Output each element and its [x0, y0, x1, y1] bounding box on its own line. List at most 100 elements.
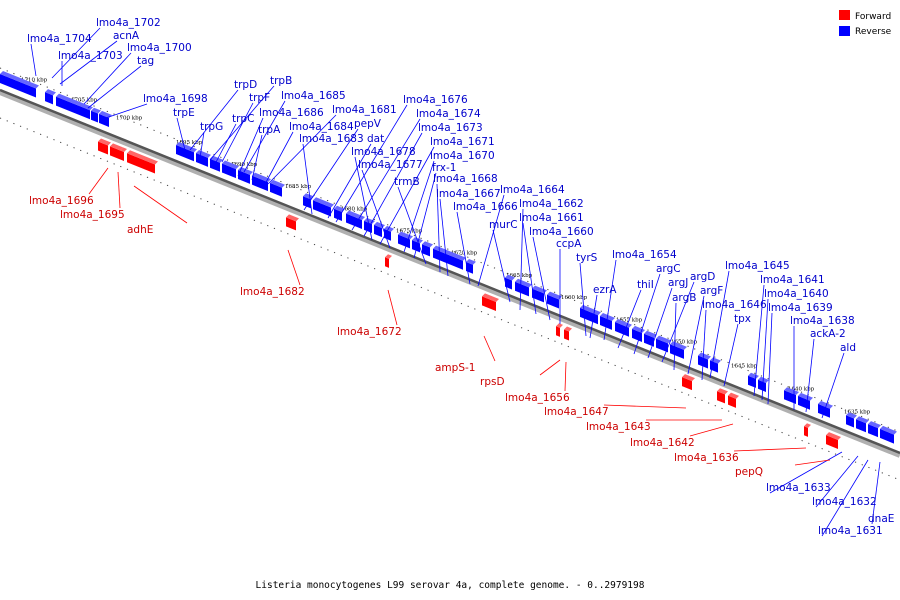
- label-leader-line: [213, 123, 237, 167]
- gene-block-top: [422, 241, 433, 248]
- legend-forward-swatch: [839, 10, 850, 20]
- genome-backbone-shadow: [0, 89, 900, 458]
- reverse-gene-block: [374, 224, 382, 238]
- gene-block-top: [710, 357, 721, 364]
- gene-label-pepv: pepV: [354, 118, 382, 130]
- gene-block-top: [880, 425, 897, 435]
- reverse-gene-block: [270, 182, 282, 197]
- reverse-gene-block: [580, 307, 598, 325]
- forward-gene-block: [120, 150, 124, 162]
- forward-gene-block: [564, 329, 569, 341]
- label-leader-line: [519, 208, 524, 311]
- label-leader-line: [871, 461, 881, 525]
- gene-block-top: [385, 254, 392, 259]
- gene-label-trpb: trpB: [270, 75, 292, 87]
- label-leader-line: [589, 294, 598, 339]
- label-leader-line: [88, 167, 109, 195]
- gene-label-tpx: tpx: [734, 313, 751, 325]
- scale-tick-label: 1645 kbp: [731, 364, 758, 370]
- label-leader-line: [51, 27, 101, 79]
- label-leader-line: [30, 43, 37, 77]
- gene-block-top: [384, 225, 394, 232]
- gene-label-lmo4a-1702: lmo4a_1702: [96, 17, 161, 29]
- gene-block-top: [127, 150, 158, 165]
- label-leader-line: [302, 143, 313, 215]
- gene-block-top: [868, 421, 881, 429]
- scale-tick-label: 1710 kbp: [21, 77, 48, 83]
- gene-label-lmo4a-1683: lmo4a_1683: [299, 133, 364, 145]
- label-leader-line: [794, 459, 831, 466]
- gene-label-lmo4a-1638: lmo4a_1638: [790, 315, 855, 327]
- gene-block-top: [580, 304, 601, 316]
- gene-block-top: [286, 214, 299, 222]
- label-leader-line: [761, 298, 769, 401]
- gene-label-ccpa: ccpA: [556, 238, 582, 250]
- label-leader-line: [176, 117, 187, 155]
- label-leader-line: [397, 186, 427, 265]
- label-leader-line: [59, 40, 118, 85]
- label-leader-line: [564, 361, 567, 392]
- gene-label-lmo4a-1672: lmo4a_1672: [337, 326, 402, 338]
- gene-label-lmo4a-1703: lmo4a_1703: [58, 50, 123, 62]
- gene-label-trpe: trpE: [173, 107, 195, 119]
- gene-label-lmo4a-1646: lmo4a_1646: [702, 299, 767, 311]
- gene-label-argj: argJ: [668, 277, 688, 289]
- gene-block-top: [176, 141, 197, 153]
- gene-label-lmo4a-1686: lmo4a_1686: [259, 107, 324, 119]
- label-leader-line: [673, 302, 677, 371]
- label-leader-line: [821, 459, 869, 537]
- label-leader-line: [477, 194, 505, 287]
- gene-label-lmo4a-1671: lmo4a_1671: [430, 136, 495, 148]
- gene-block-top: [728, 392, 739, 399]
- reverse-gene-block: [656, 338, 668, 353]
- gene-label-murc: murC: [489, 219, 518, 231]
- gene-block-top: [364, 217, 375, 225]
- label-leader-line: [237, 117, 264, 177]
- gene-block-top: [698, 352, 711, 360]
- forward-gene-block: [682, 377, 692, 391]
- reverse-gene-block: [398, 234, 410, 249]
- gene-label-lmo4a-1645: lmo4a_1645: [725, 260, 790, 272]
- gene-block-top: [798, 392, 813, 401]
- reverse-gene-block: [210, 158, 220, 172]
- gene-block-top: [482, 293, 499, 303]
- gene-block-top: [120, 147, 127, 153]
- gene-label-trpa: trpA: [258, 124, 281, 136]
- gene-label-trpd: trpD: [234, 79, 257, 91]
- reverse-gene-block: [0, 74, 36, 98]
- genes: [0, 71, 897, 449]
- label-leader-line: [251, 134, 263, 181]
- reverse-gene-block: [710, 360, 718, 373]
- label-leader-line: [335, 104, 408, 223]
- gene-label-argc: argC: [656, 263, 681, 275]
- label-leader-line: [117, 171, 121, 209]
- reverse-gene-block: [346, 213, 362, 230]
- label-leader-line: [379, 146, 435, 245]
- gene-label-lmo4a-1682: lmo4a_1682: [240, 286, 305, 298]
- gene-block-top: [532, 285, 547, 294]
- gene-label-ald: ald: [840, 342, 856, 354]
- label-leader-line: [633, 273, 661, 355]
- label-leader-line: [689, 423, 734, 437]
- gene-block-top: [505, 274, 515, 281]
- label-leader-line: [701, 309, 707, 381]
- gene-label-lmo4a-1647: lmo4a_1647: [544, 406, 609, 418]
- label-leader-line: [87, 65, 142, 109]
- label-leader-line: [99, 103, 148, 121]
- label-leader-line: [522, 222, 537, 315]
- gene-block-top: [670, 341, 687, 350]
- gene-label-lmo4a-1676: lmo4a_1676: [403, 94, 468, 106]
- label-leader-line: [603, 404, 687, 409]
- gene-label-lmo4a-1632: lmo4a_1632: [812, 496, 877, 508]
- gene-block-top: [110, 143, 123, 151]
- label-leader-line: [303, 128, 359, 211]
- reverse-gene-block: [99, 113, 109, 127]
- gene-block-top: [564, 326, 572, 332]
- gene-block-top: [56, 93, 93, 111]
- gene-label-lmo4a-1639: lmo4a_1639: [768, 302, 833, 314]
- gene-label-lmo4a-1633: lmo4a_1633: [766, 482, 831, 494]
- gene-label-tag: tag: [137, 55, 154, 67]
- gene-label-lmo4a-1668: lmo4a_1668: [433, 173, 498, 185]
- label-leader-line: [413, 172, 437, 259]
